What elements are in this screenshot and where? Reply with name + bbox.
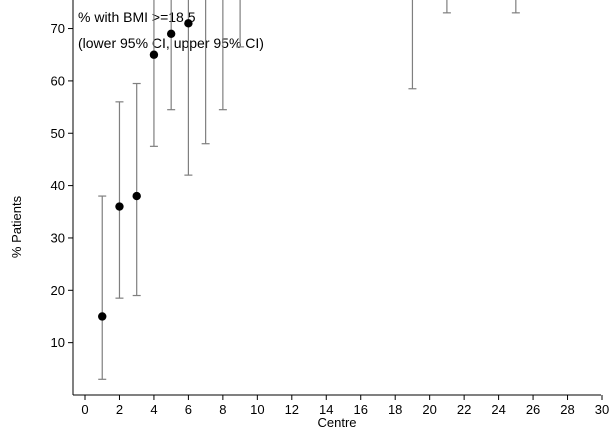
error-bar [236, 0, 245, 48]
x-tick-label: 0 [81, 402, 88, 417]
x-tick-label: 12 [285, 402, 299, 417]
x-tick-label: 14 [319, 402, 333, 417]
y-tick-label: 30 [51, 230, 65, 245]
error-bars [98, 0, 520, 380]
data-point [184, 19, 193, 28]
y-axis-label: % Patients [9, 195, 24, 258]
error-bar [115, 101, 124, 299]
x-tick-label: 30 [595, 402, 609, 417]
chart-title: % with BMI >=18.5 [78, 9, 196, 25]
data-point [149, 50, 159, 59]
x-tick-label: 20 [422, 402, 436, 417]
error-bar [98, 195, 107, 380]
data-point [98, 312, 107, 321]
x-tick-label: 26 [526, 402, 540, 417]
error-bar [442, 0, 451, 14]
x-tick-label: 2 [116, 402, 123, 417]
axes: 1020304050607080901000246810121416182022… [51, 0, 609, 417]
x-axis-label: Centre [317, 415, 356, 427]
error-bar [184, 0, 193, 176]
x-tick-label: 16 [353, 402, 367, 417]
y-tick-label: 10 [51, 335, 65, 350]
data-point [115, 202, 124, 211]
error-bar [218, 0, 227, 111]
error-bar [201, 0, 210, 145]
y-tick-label: 50 [51, 126, 65, 141]
data-point [166, 29, 176, 38]
error-bar [167, 0, 176, 111]
x-tick-label: 18 [388, 402, 402, 417]
x-tick-label: 22 [457, 402, 471, 417]
x-tick-label: 8 [219, 402, 226, 417]
x-tick-label: 4 [150, 402, 157, 417]
y-tick-label: 20 [51, 283, 65, 298]
data-point [132, 191, 141, 201]
x-tick-label: 10 [250, 402, 264, 417]
x-tick-label: 6 [185, 402, 192, 417]
error-bar [511, 0, 520, 14]
error-bar [132, 82, 141, 297]
y-tick-label: 40 [51, 178, 65, 193]
x-tick-label: 28 [560, 402, 574, 417]
data-points [98, 19, 193, 321]
x-tick-label: 24 [491, 402, 505, 417]
y-tick-label: 70 [51, 21, 65, 36]
error-bar [149, 0, 158, 147]
error-bar [408, 0, 417, 90]
y-tick-label: 60 [51, 73, 65, 88]
